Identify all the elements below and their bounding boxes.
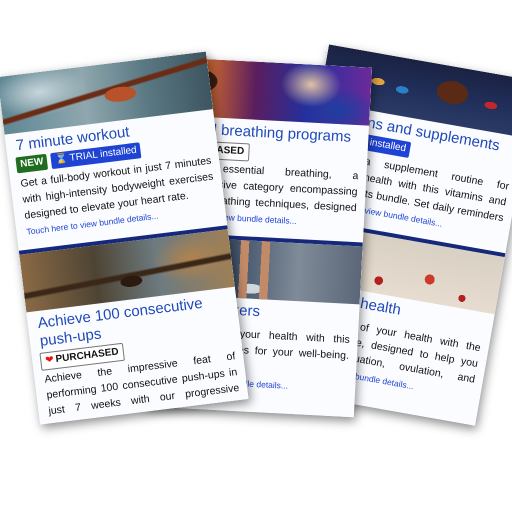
bundle-card-stack-1: 7 minute workout NEW ⌛TRIAL installed Ge…: [0, 51, 249, 425]
bundle-tile-100-pushups[interactable]: Achieve 100 consecutive push-ups ❤PURCHA…: [18, 225, 249, 425]
bundle-tile-7-minute-workout[interactable]: 7 minute workout NEW ⌛TRIAL installed Ge…: [0, 51, 228, 251]
heart-icon: ❤: [44, 354, 55, 367]
new-badge: NEW: [15, 153, 49, 174]
badge-label: PURCHASED: [55, 346, 120, 366]
hourglass-icon: ⌛: [54, 153, 69, 166]
